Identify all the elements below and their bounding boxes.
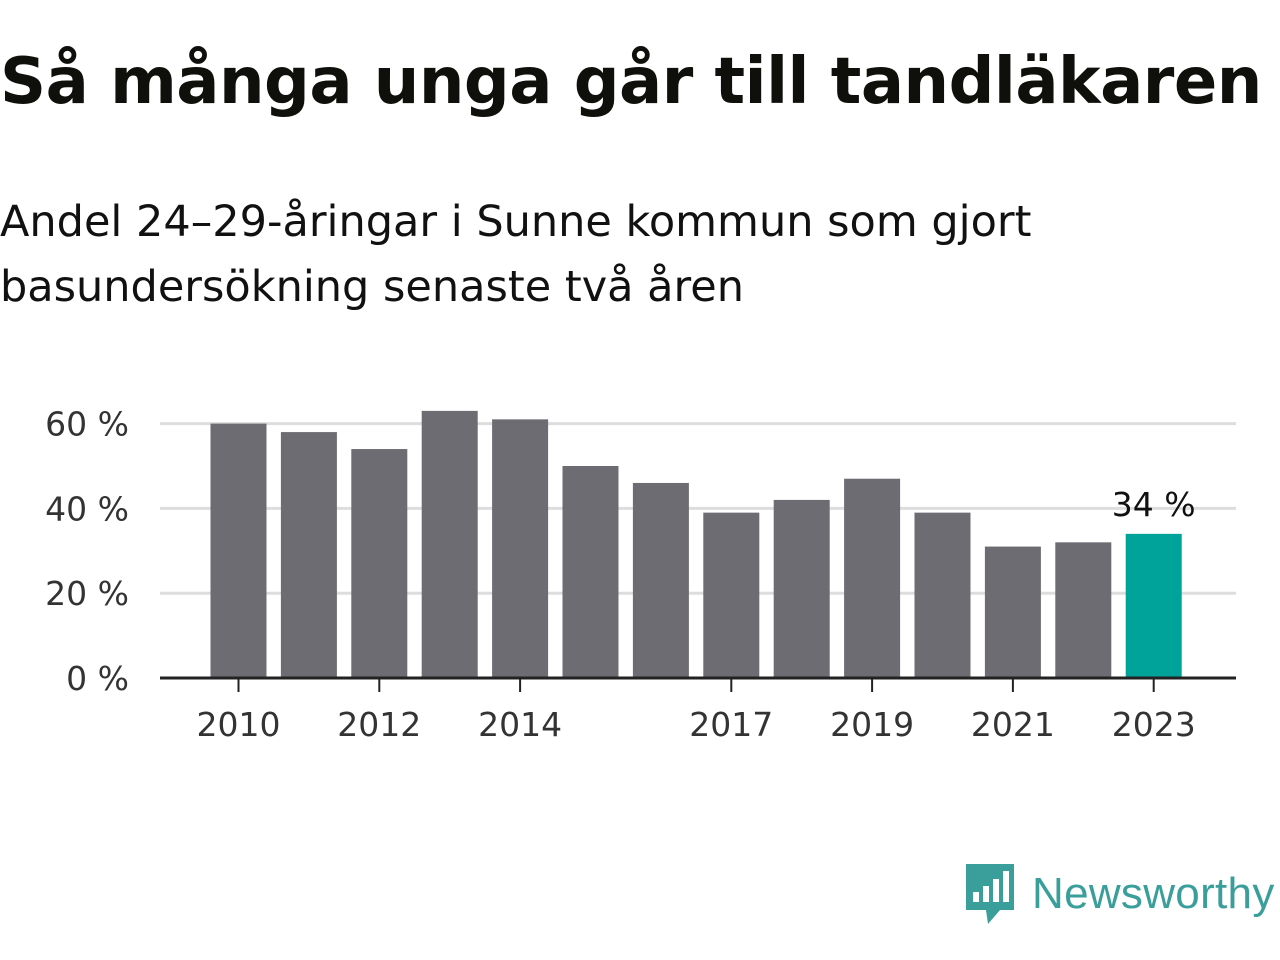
chart-speech-bubble-icon	[966, 864, 1014, 924]
bar	[984, 546, 1041, 678]
highlighted-bar	[1125, 533, 1182, 678]
y-tick-label: 0 %	[66, 659, 129, 698]
bar	[914, 512, 971, 678]
newsworthy-logo: Newsworthy	[964, 862, 1275, 926]
bar-chart: 0 % 20 % 40 % 60 % 34 % 2010 2012 2014 2017 2019 2…	[45, 405, 1236, 744]
bar	[562, 466, 619, 678]
bar	[632, 482, 689, 678]
bar	[421, 410, 478, 678]
bar	[1055, 542, 1112, 678]
y-tick-label: 40 %	[45, 489, 129, 528]
brand-name: Newsworthy	[1032, 869, 1275, 918]
y-tick-label: 20 %	[45, 574, 129, 613]
x-tick-label: 2014	[478, 705, 562, 744]
bar	[844, 478, 901, 678]
x-tick-label: 2012	[337, 705, 421, 744]
x-tick-label: 2017	[689, 705, 773, 744]
bar	[280, 432, 337, 678]
bar	[210, 423, 267, 678]
bar	[703, 512, 760, 678]
chart-title: Så många unga går till tandläkaren	[0, 45, 1262, 119]
x-tick-label: 2023	[1112, 705, 1196, 744]
bar	[773, 499, 830, 678]
x-tick-label: 2021	[971, 705, 1055, 744]
data-label: 34 %	[1112, 485, 1196, 524]
bar	[351, 449, 408, 678]
chart-subtitle: Andel 24–29-åringar i Sunne kommun som g…	[0, 197, 1032, 312]
x-tick-label: 2019	[830, 705, 914, 744]
bar	[492, 419, 549, 678]
y-tick-label: 60 %	[45, 405, 129, 444]
x-tick-label: 2010	[197, 705, 281, 744]
